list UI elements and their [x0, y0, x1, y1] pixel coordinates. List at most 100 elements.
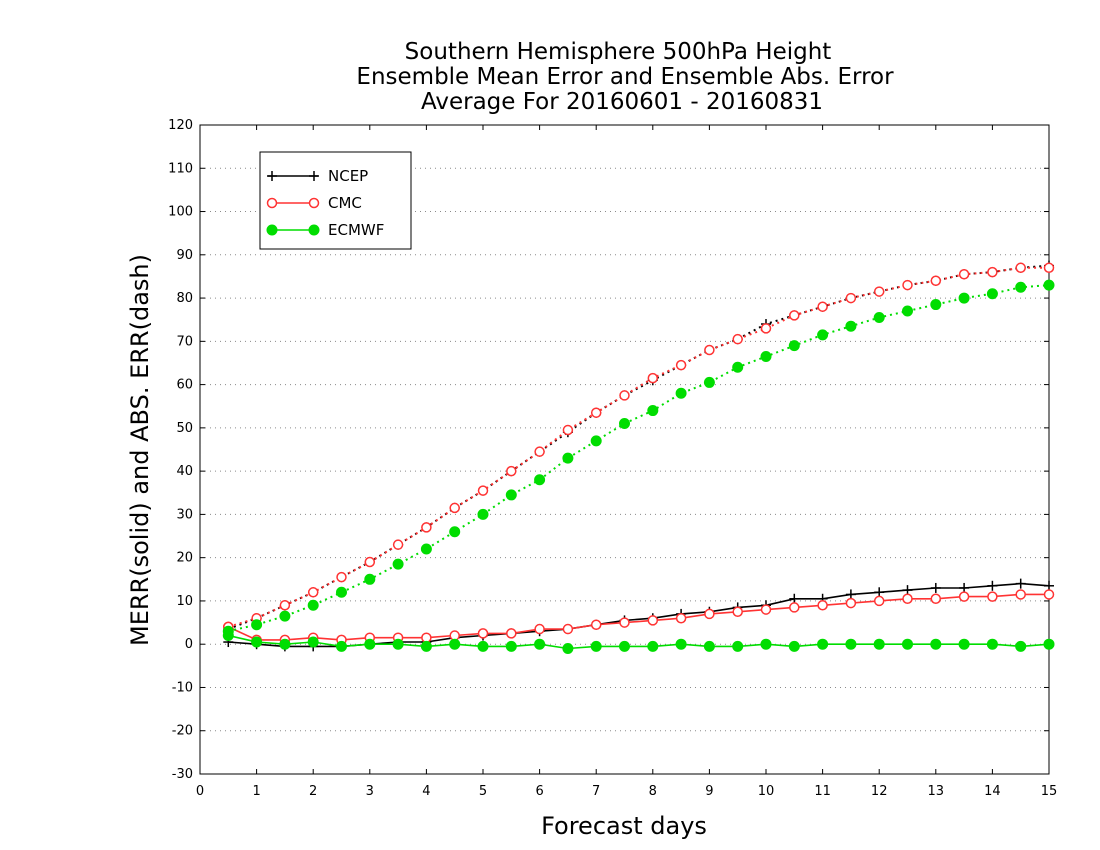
data-point-cmc-abs-err: [817, 301, 828, 312]
data-point-ecmwf-abs-err: [703, 376, 715, 388]
data-point-ecmwf-abs-err: [392, 558, 404, 570]
legend-marker-ncep: [309, 171, 319, 181]
data-point-ecmwf-abs-err: [477, 508, 489, 520]
data-point-cmc-abs-err: [675, 359, 687, 371]
data-point-cmc-mean-err: [958, 591, 970, 602]
data-point-cmc-mean-err: [987, 591, 998, 602]
data-point-ecmwf-abs-err: [845, 320, 857, 332]
data-point-ecmwf-abs-err: [958, 292, 970, 304]
data-point-ecmwf-mean-err: [449, 638, 461, 650]
data-point-cmc-abs-err: [1015, 262, 1026, 274]
x-tick-label: 11: [814, 784, 831, 799]
series-line-ncep-abs-err: [227, 264, 1050, 631]
data-point-ecmwf-mean-err: [760, 638, 772, 650]
data-point-ecmwf-abs-err: [364, 573, 376, 585]
x-tick-label: 1: [252, 784, 260, 799]
data-point-ecmwf-mean-err: [788, 640, 800, 652]
data-point-ecmwf-mean-err: [1043, 638, 1055, 650]
data-point-ecmwf-abs-err: [873, 312, 885, 324]
data-point-cmc-mean-err: [506, 628, 517, 639]
y-tick-label: 50: [176, 421, 193, 436]
data-point-cmc-abs-err: [1043, 262, 1055, 274]
data-point-cmc-abs-err: [421, 522, 432, 533]
data-point-cmc-abs-err: [336, 571, 347, 583]
data-point-cmc-mean-err: [760, 604, 772, 615]
data-point-cmc-mean-err: [421, 632, 432, 643]
x-tick-label: 13: [928, 784, 945, 799]
data-point-ecmwf-mean-err: [986, 638, 998, 650]
data-point-ecmwf-mean-err: [392, 638, 404, 650]
data-point-cmc-abs-err: [930, 275, 942, 287]
x-tick-label: 9: [705, 784, 713, 799]
data-point-ncep-mean-err: [1015, 578, 1026, 589]
series-line-ecmwf-abs-err: [228, 284, 1050, 633]
legend-marker-ecmwf: [308, 224, 320, 236]
data-point-ecmwf-abs-err: [534, 474, 546, 486]
chart-title: Southern Hemisphere 500hPa Height Ensemb…: [356, 39, 894, 115]
data-point-ecmwf-abs-err: [619, 418, 630, 430]
data-point-ecmwf-mean-err: [251, 636, 263, 648]
data-point-cmc-abs-err: [534, 446, 545, 457]
data-point-cmc-mean-err: [902, 593, 913, 605]
data-point-ecmwf-abs-err: [590, 435, 602, 447]
data-point-ncep-mean-err: [930, 582, 941, 593]
chart-title-line-1: Southern Hemisphere 500hPa Height: [405, 39, 832, 65]
y-tick-label: -30: [172, 767, 193, 782]
legend-marker-cmc: [308, 197, 320, 209]
data-point-cmc-abs-err: [392, 539, 404, 550]
legend-label-ncep: NCEP: [328, 167, 368, 185]
data-point-ecmwf-mean-err: [902, 638, 913, 650]
x-tick-label: 6: [535, 784, 543, 799]
data-point-cmc-abs-err: [590, 407, 602, 418]
data-point-ecmwf-abs-err: [505, 489, 517, 501]
series-layer: [222, 260, 1055, 655]
data-point-ecmwf-mean-err: [477, 640, 489, 652]
data-point-ecmwf-abs-err: [279, 610, 291, 622]
data-point-ecmwf-mean-err: [1015, 640, 1027, 652]
data-point-cmc-abs-err: [619, 390, 630, 401]
x-tick-label: 4: [422, 784, 430, 799]
data-point-ecmwf-abs-err: [675, 387, 687, 399]
y-tick-label: 10: [176, 594, 193, 609]
data-point-cmc-abs-err: [647, 372, 659, 384]
data-point-ncep-mean-err: [845, 589, 856, 600]
data-point-cmc-mean-err: [704, 608, 715, 620]
data-point-cmc-mean-err: [590, 619, 602, 630]
data-point-cmc-mean-err: [845, 597, 857, 609]
y-tick-label: -10: [172, 680, 193, 695]
data-point-cmc-abs-err: [562, 424, 574, 436]
data-point-cmc-abs-err: [732, 333, 743, 345]
y-tick-label: 20: [176, 551, 193, 566]
data-point-ecmwf-abs-err: [930, 299, 942, 311]
data-point-ecmwf-mean-err: [619, 640, 630, 652]
data-point-ncep-mean-err: [874, 587, 885, 598]
data-point-ecmwf-abs-err: [902, 305, 913, 317]
data-point-cmc-abs-err: [760, 323, 772, 334]
data-point-ecmwf-mean-err: [647, 640, 659, 652]
data-point-cmc-abs-err: [789, 310, 800, 321]
data-point-cmc-mean-err: [732, 606, 743, 617]
data-point-cmc-abs-err: [958, 269, 970, 280]
legend-label-ecmwf: ECMWF: [328, 221, 384, 239]
data-point-ecmwf-abs-err: [449, 526, 461, 538]
data-point-ecmwf-abs-err: [336, 586, 347, 598]
y-tick-label: 40: [176, 464, 193, 479]
data-point-cmc-abs-err: [873, 286, 885, 297]
legend: NCEP CMC ECMWF: [259, 151, 412, 250]
data-point-ecmwf-mean-err: [505, 640, 517, 652]
x-tick-label: 8: [649, 784, 657, 799]
data-point-ecmwf-mean-err: [958, 638, 970, 650]
data-point-cmc-abs-err: [845, 292, 857, 304]
x-tick-label: 12: [871, 784, 888, 799]
series-line-ecmwf-mean-err: [228, 634, 1050, 650]
data-point-ecmwf-mean-err: [534, 638, 546, 650]
x-tick-label: 10: [758, 784, 775, 799]
data-point-ecmwf-mean-err: [845, 638, 857, 650]
y-tick-label: 30: [176, 507, 193, 522]
y-tick-label: 70: [176, 334, 193, 349]
plot-frame: [199, 124, 1050, 775]
data-point-ecmwf-mean-err: [675, 638, 687, 650]
data-point-cmc-mean-err: [619, 617, 630, 628]
data-point-cmc-abs-err: [704, 344, 715, 356]
